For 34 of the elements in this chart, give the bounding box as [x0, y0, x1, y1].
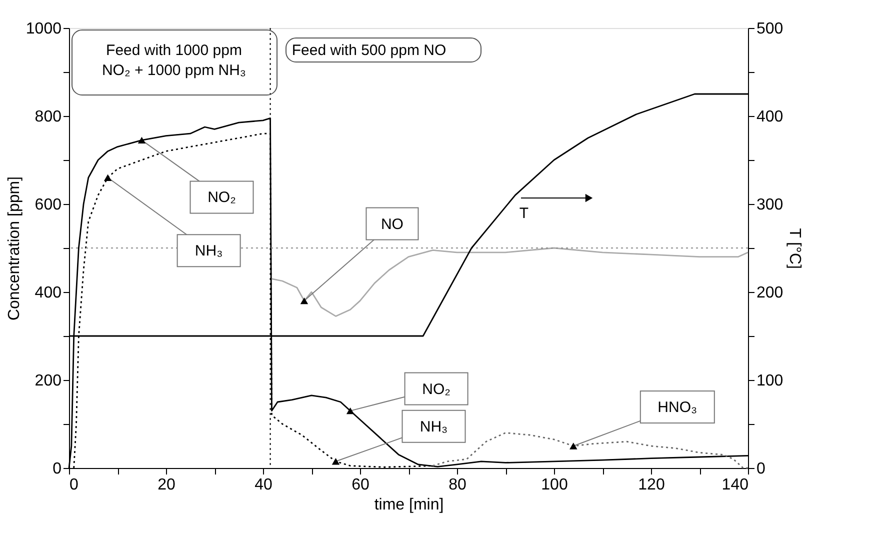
y-tick-label: 1000 — [26, 20, 62, 38]
x-tick-label: 0 — [70, 476, 78, 494]
y-axis-title: Concentration [ppm] — [6, 176, 23, 321]
annotation: NH₃ — [420, 418, 448, 436]
x-axis-title: time [min] — [374, 496, 444, 514]
y-tick-label: 400 — [34, 284, 62, 302]
line-series — [271, 247, 749, 317]
line-series — [432, 432, 749, 469]
y2-axis-title: T [°C] — [786, 228, 804, 269]
annotation: NO₂ — [422, 380, 451, 398]
annotation: NH₃ — [194, 242, 223, 260]
y2-tick-label: 200 — [756, 284, 784, 302]
x-tick-label: 100 — [541, 476, 568, 494]
y2-tick-label: 300 — [756, 196, 784, 214]
annotation: NO — [380, 216, 404, 233]
annotation: T — [519, 205, 529, 222]
y2-tick-label: 100 — [756, 372, 784, 390]
x-tick-label: 120 — [638, 476, 665, 494]
x-tick-label: 20 — [158, 476, 176, 494]
x-tick-label: 60 — [352, 476, 370, 494]
y2-tick-label: 500 — [756, 20, 784, 38]
y-tick-label: 600 — [34, 196, 62, 214]
x-tick-label: 80 — [448, 476, 466, 494]
x-tick-label: 140 — [722, 476, 749, 494]
y-tick-label: 0 — [52, 460, 62, 478]
annotation: NO₂ — [208, 189, 236, 206]
x-tick-label: 40 — [254, 476, 272, 494]
annotation: HNO₃ — [658, 399, 698, 416]
y-tick-label: 200 — [34, 372, 62, 390]
y-tick-label: 800 — [34, 108, 62, 126]
y2-tick-label: 400 — [756, 108, 784, 126]
y2-tick-label: 0 — [756, 460, 766, 478]
annotation: Feed with 1000 ppm NO₂ + 1000 ppm NH₃ — [102, 42, 246, 79]
annotation: Feed with 500 ppm NO — [292, 42, 446, 59]
